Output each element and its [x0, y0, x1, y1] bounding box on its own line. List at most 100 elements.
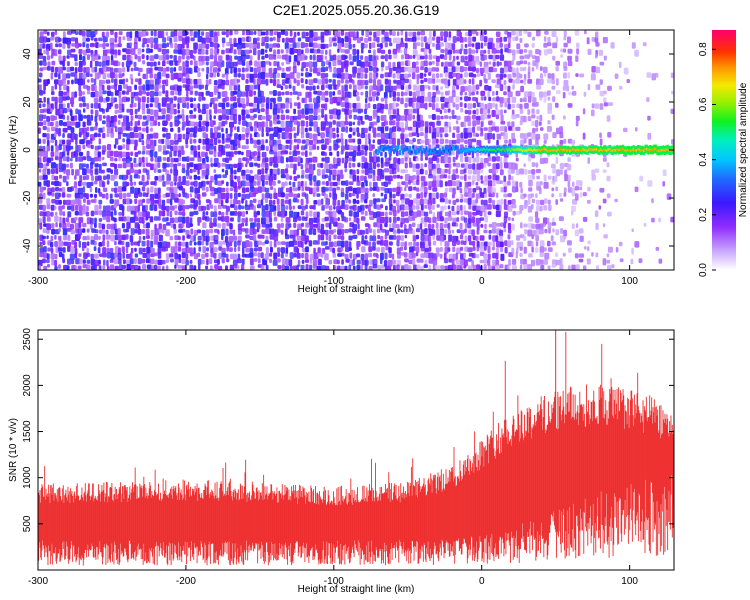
heatmap-cell	[272, 259, 278, 266]
heatmap-cell	[563, 187, 567, 193]
heatmap-cell	[83, 108, 86, 113]
heatmap-cell	[301, 97, 306, 103]
heatmap-cell	[317, 79, 323, 85]
heatmap-cell	[639, 175, 644, 182]
heatmap-cell	[85, 132, 90, 138]
heatmap-cell	[435, 103, 439, 109]
heatmap-cell	[197, 108, 202, 113]
heatmap-cell	[82, 60, 86, 66]
heatmap-cell	[364, 80, 369, 86]
heatmap-cell	[499, 84, 504, 91]
heatmap-cell	[404, 103, 408, 108]
heatmap-cell	[43, 150, 48, 158]
heatmap-cell	[162, 181, 166, 187]
heatmap-cell	[340, 120, 346, 128]
heatmap-cell	[420, 120, 425, 127]
heatmap-cell	[46, 48, 49, 56]
heatmap-cell	[186, 156, 190, 163]
signal-line-core	[428, 149, 431, 152]
heatmap-cell	[142, 181, 147, 187]
heatmap-cell	[487, 72, 491, 80]
heatmap-cell	[261, 36, 266, 44]
heatmap-cell	[265, 180, 269, 185]
heatmap-cell	[86, 90, 91, 95]
heatmap-cell	[372, 246, 376, 251]
heatmap-cell	[201, 229, 206, 237]
heatmap-cell	[296, 252, 301, 259]
heatmap-cell	[519, 67, 524, 72]
heatmap-cell	[257, 84, 261, 92]
signal-line-core	[452, 146, 455, 149]
heatmap-cell	[205, 168, 210, 176]
heatmap-cell	[385, 54, 388, 62]
heatmap-cell	[308, 240, 313, 247]
heatmap-cell	[288, 198, 292, 206]
heatmap-cell	[483, 78, 488, 84]
heatmap-cell	[134, 78, 139, 83]
heatmap-cell	[213, 150, 217, 158]
heatmap-cell	[217, 223, 222, 228]
heatmap-cell	[312, 187, 317, 194]
heatmap-cell	[218, 55, 223, 62]
heatmap-cell	[46, 127, 50, 133]
heatmap-cell	[305, 204, 308, 210]
heatmap-cell	[146, 198, 151, 204]
heatmap-cell	[436, 228, 440, 236]
heatmap-cell	[126, 108, 130, 113]
heatmap-cell	[70, 229, 75, 235]
heatmap-cell	[93, 246, 97, 252]
heatmap-cell	[606, 259, 610, 264]
heatmap-cell	[42, 216, 46, 224]
heatmap-cell	[448, 37, 451, 42]
heatmap-cell	[166, 157, 170, 163]
heatmap-cell	[471, 151, 475, 159]
heatmap-cell	[115, 126, 118, 133]
heatmap-cell	[272, 90, 277, 96]
heatmap-cell	[344, 168, 348, 173]
heatmap-cell	[86, 182, 92, 188]
heatmap-cell	[58, 144, 62, 151]
heatmap-cell	[364, 103, 368, 111]
heatmap-cell	[435, 138, 439, 144]
heatmap-cell	[145, 211, 150, 219]
heatmap-cell	[292, 235, 296, 242]
heatmap-cell	[389, 192, 392, 199]
heatmap-cell	[43, 61, 47, 66]
heatmap-cell	[367, 204, 371, 212]
heatmap-cell	[496, 240, 501, 248]
heatmap-cell	[138, 85, 144, 91]
heatmap-cell	[574, 229, 579, 237]
heatmap-cell	[435, 78, 441, 83]
heatmap-cell	[431, 132, 437, 139]
heatmap-cell	[352, 48, 357, 55]
heatmap-cell	[337, 90, 341, 95]
heatmap-cell	[173, 103, 177, 108]
heatmap-cell	[74, 54, 78, 62]
heatmap-cell	[51, 199, 57, 204]
heatmap-cell	[252, 48, 257, 56]
heatmap-cell	[238, 114, 241, 122]
heatmap-cell	[524, 43, 529, 48]
heatmap-cell	[66, 150, 70, 156]
heatmap-cell	[400, 97, 404, 105]
heatmap-cell	[106, 223, 112, 230]
heatmap-cell	[551, 241, 556, 246]
heatmap-cell	[82, 163, 87, 168]
heatmap-cell	[495, 168, 499, 173]
heatmap-cell	[257, 169, 262, 175]
heatmap-cell	[472, 157, 476, 163]
heatmap-cell	[352, 138, 356, 143]
heatmap-cell	[595, 84, 601, 90]
heatmap-cell	[189, 240, 193, 246]
heatmap-cell	[74, 133, 78, 141]
heatmap-cell	[300, 210, 305, 216]
heatmap-cell	[54, 132, 57, 138]
heatmap-cell	[567, 72, 571, 79]
heatmap-cell	[467, 109, 472, 115]
heatmap-cell	[238, 103, 243, 108]
heatmap-cell	[563, 36, 567, 41]
heatmap-cell	[285, 73, 290, 80]
heatmap-cell	[98, 37, 103, 42]
heatmap-cell	[336, 73, 342, 79]
heatmap-cell	[97, 145, 102, 150]
